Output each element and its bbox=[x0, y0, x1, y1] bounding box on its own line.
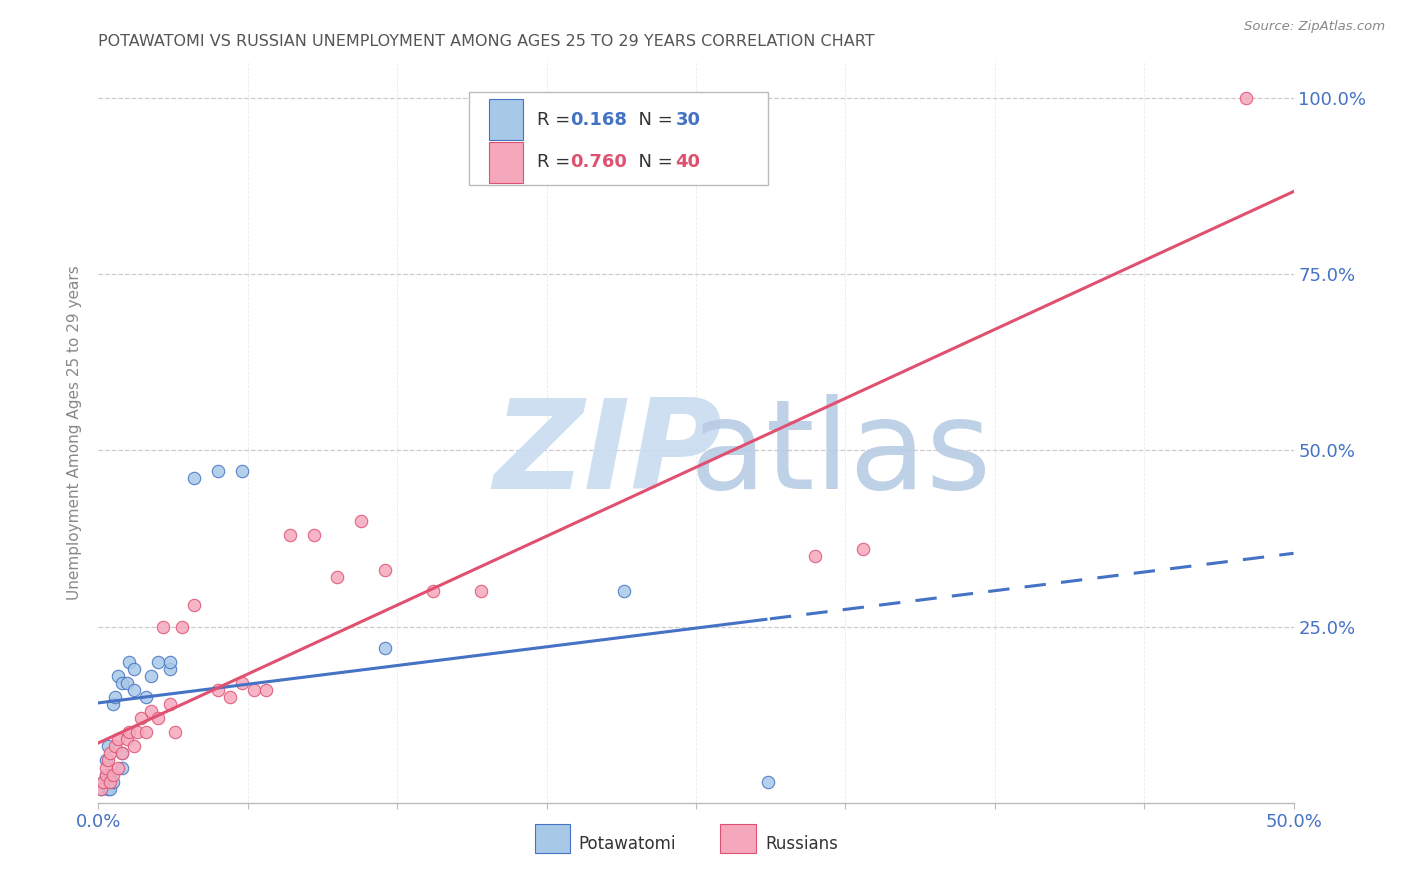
Point bbox=[326, 570, 349, 584]
Point bbox=[183, 471, 205, 485]
Point bbox=[90, 781, 112, 796]
Point bbox=[1234, 91, 1257, 105]
Point bbox=[111, 676, 134, 690]
Point bbox=[118, 725, 141, 739]
Point bbox=[101, 767, 124, 781]
Point bbox=[98, 767, 122, 781]
Point bbox=[172, 619, 194, 633]
Point bbox=[163, 725, 186, 739]
Point bbox=[135, 690, 157, 704]
Point bbox=[118, 655, 141, 669]
FancyBboxPatch shape bbox=[470, 92, 768, 185]
Point bbox=[219, 690, 242, 704]
Text: POTAWATOMI VS RUSSIAN UNEMPLOYMENT AMONG AGES 25 TO 29 YEARS CORRELATION CHART: POTAWATOMI VS RUSSIAN UNEMPLOYMENT AMONG… bbox=[98, 34, 875, 49]
FancyBboxPatch shape bbox=[489, 99, 523, 140]
Point bbox=[131, 711, 153, 725]
Point bbox=[148, 711, 170, 725]
Text: ZIP: ZIP bbox=[494, 394, 721, 516]
Y-axis label: Unemployment Among Ages 25 to 29 years: Unemployment Among Ages 25 to 29 years bbox=[67, 265, 83, 600]
Point bbox=[115, 732, 138, 747]
Point bbox=[231, 676, 253, 690]
Text: N =: N = bbox=[627, 153, 678, 171]
Point bbox=[98, 781, 122, 796]
Point bbox=[852, 541, 875, 556]
Text: Source: ZipAtlas.com: Source: ZipAtlas.com bbox=[1244, 20, 1385, 33]
Point bbox=[302, 528, 325, 542]
Point bbox=[374, 563, 396, 577]
Point bbox=[111, 747, 134, 761]
Point bbox=[101, 697, 124, 711]
Text: Russians: Russians bbox=[765, 835, 838, 853]
Point bbox=[98, 747, 122, 761]
Point bbox=[422, 584, 444, 599]
Point bbox=[111, 747, 134, 761]
Point bbox=[152, 619, 174, 633]
Point bbox=[115, 676, 138, 690]
Point bbox=[148, 655, 170, 669]
Point bbox=[278, 528, 301, 542]
Point bbox=[91, 774, 114, 789]
Text: 30: 30 bbox=[676, 111, 700, 128]
Point bbox=[91, 774, 114, 789]
Point bbox=[159, 697, 181, 711]
Text: N =: N = bbox=[627, 111, 678, 128]
FancyBboxPatch shape bbox=[489, 142, 523, 183]
Text: R =: R = bbox=[537, 111, 576, 128]
Point bbox=[104, 690, 127, 704]
Point bbox=[124, 683, 146, 698]
Text: 0.168: 0.168 bbox=[571, 111, 627, 128]
Point bbox=[243, 683, 266, 698]
Point bbox=[107, 732, 129, 747]
FancyBboxPatch shape bbox=[720, 823, 756, 853]
Point bbox=[97, 754, 120, 768]
Point bbox=[207, 464, 229, 478]
Point bbox=[756, 774, 779, 789]
Point bbox=[159, 662, 181, 676]
Point bbox=[804, 549, 827, 563]
Point bbox=[183, 599, 205, 613]
Point bbox=[125, 725, 148, 739]
Point bbox=[207, 683, 229, 698]
Point bbox=[107, 669, 129, 683]
Point bbox=[107, 760, 129, 774]
Text: atlas: atlas bbox=[690, 394, 993, 516]
Point bbox=[231, 464, 253, 478]
Text: 0.760: 0.760 bbox=[571, 153, 627, 171]
Point bbox=[97, 781, 120, 796]
Point bbox=[254, 683, 277, 698]
Point bbox=[111, 760, 134, 774]
Text: Potawatomi: Potawatomi bbox=[579, 835, 676, 853]
Point bbox=[374, 640, 396, 655]
Point bbox=[94, 767, 117, 781]
Point bbox=[124, 739, 146, 754]
Point bbox=[470, 584, 492, 599]
Point bbox=[94, 760, 117, 774]
Point bbox=[159, 655, 181, 669]
Point bbox=[101, 774, 124, 789]
Text: R =: R = bbox=[537, 153, 576, 171]
Point bbox=[97, 739, 120, 754]
FancyBboxPatch shape bbox=[534, 823, 571, 853]
Point bbox=[139, 669, 162, 683]
Point bbox=[139, 704, 162, 718]
Point bbox=[613, 584, 636, 599]
Point bbox=[104, 739, 127, 754]
Point bbox=[90, 781, 112, 796]
Text: 40: 40 bbox=[676, 153, 700, 171]
Point bbox=[98, 774, 122, 789]
Point bbox=[135, 725, 157, 739]
Point bbox=[94, 767, 117, 781]
Point bbox=[350, 514, 373, 528]
Point bbox=[124, 662, 146, 676]
Point bbox=[94, 754, 117, 768]
